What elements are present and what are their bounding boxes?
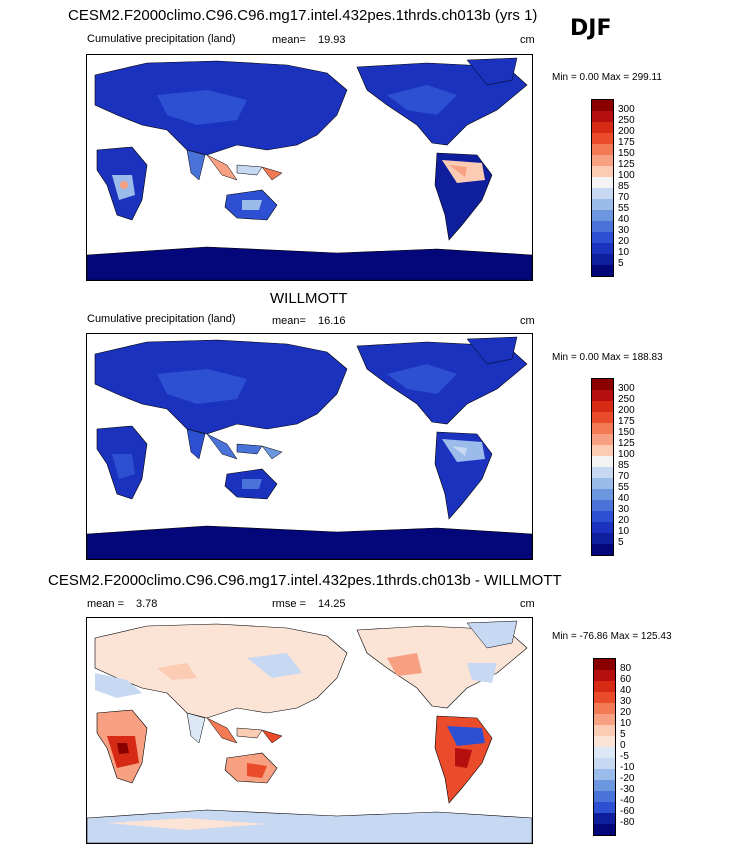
colorbar-tick: 300 <box>618 383 635 394</box>
panel2-map-canvas <box>87 336 532 559</box>
colorbar-tick: 30 <box>618 225 630 236</box>
panel1-mean-value: 19.93 <box>318 34 346 46</box>
colorbar-tick: 20 <box>618 515 630 526</box>
colorbar-tick: 250 <box>618 115 635 126</box>
colorbar-tick: -40 <box>620 795 635 806</box>
colorbar-tick: 150 <box>618 427 635 438</box>
colorbar-tick: 125 <box>618 438 635 449</box>
colorbar-tick: 40 <box>618 493 630 504</box>
panel3-minmax: Min = -76.86 Max = 125.43 <box>552 631 672 642</box>
panel1-minmax: Min = 0.00 Max = 299.11 <box>552 72 662 83</box>
colorbar-tick: 0 <box>620 740 626 751</box>
colorbar-tick: 30 <box>618 504 630 515</box>
panel3-rmse-value: 14.25 <box>318 598 346 610</box>
colorbar-tick: 150 <box>618 148 635 159</box>
panel1-colorbar <box>591 99 614 277</box>
colorbar-tick: 80 <box>620 663 632 674</box>
colorbar-tick: 85 <box>618 460 630 471</box>
panel2-mean-label: mean= <box>272 315 306 327</box>
panel3-map <box>86 617 533 844</box>
colorbar-tick: 60 <box>620 674 632 685</box>
colorbar-tick: 100 <box>618 449 635 460</box>
colorbar-tick: 10 <box>618 247 630 258</box>
colorbar-tick: -30 <box>620 784 635 795</box>
colorbar-tick: 200 <box>618 405 635 416</box>
colorbar-tick: 20 <box>620 707 632 718</box>
panel3-units: cm <box>520 598 535 610</box>
colorbar-tick: 20 <box>618 236 630 247</box>
panel2-map <box>86 333 533 560</box>
colorbar-tick: 85 <box>618 181 630 192</box>
colorbar-tick: 70 <box>618 471 630 482</box>
panel1-map-canvas <box>87 57 532 280</box>
colorbar-tick: 175 <box>618 416 635 427</box>
panel3-rmse-label: rmse = <box>272 598 306 610</box>
panel3-map-canvas <box>87 620 532 843</box>
colorbar-tick: 175 <box>618 137 635 148</box>
colorbar-tick: 5 <box>618 258 624 269</box>
colorbar-tick: 100 <box>618 170 635 181</box>
panel2-title: WILLMOTT <box>270 290 348 307</box>
colorbar-tick: -80 <box>620 817 635 828</box>
colorbar-tick: 300 <box>618 104 635 115</box>
colorbar-tick: 55 <box>618 203 630 214</box>
panel3-mean-value: 3.78 <box>136 598 158 610</box>
colorbar-tick: 5 <box>620 729 626 740</box>
colorbar-tick: -5 <box>620 751 629 762</box>
colorbar-tick: -20 <box>620 773 635 784</box>
colorbar-tick: 5 <box>618 537 624 548</box>
colorbar-tick: -60 <box>620 806 635 817</box>
plot-title: CESM2.F2000climo.C96.C96.mg17.intel.432p… <box>68 7 538 24</box>
panel2-subtitle: Cumulative precipitation (land) <box>87 313 236 325</box>
panel3-colorbar <box>593 658 616 836</box>
panel1-subtitle: Cumulative precipitation (land) <box>87 33 236 45</box>
colorbar-tick: 40 <box>618 214 630 225</box>
colorbar-tick: 70 <box>618 192 630 203</box>
colorbar-tick: 55 <box>618 482 630 493</box>
panel1-map <box>86 54 533 281</box>
panel2-minmax: Min = 0.00 Max = 188.83 <box>552 352 663 363</box>
colorbar-tick: 125 <box>618 159 635 170</box>
season-label: DJF <box>570 16 612 41</box>
panel1-units: cm <box>520 34 535 46</box>
panel1-mean-label: mean= <box>272 34 306 46</box>
panel2-units: cm <box>520 315 535 327</box>
colorbar-tick: 30 <box>620 696 632 707</box>
panel2-mean-value: 16.16 <box>318 315 346 327</box>
colorbar-tick: -10 <box>620 762 635 773</box>
panel3-title: CESM2.F2000climo.C96.C96.mg17.intel.432p… <box>48 572 562 589</box>
colorbar-tick: 10 <box>618 526 630 537</box>
panel3-mean-label: mean = <box>87 598 124 610</box>
colorbar-tick: 10 <box>620 718 632 729</box>
colorbar-tick: 40 <box>620 685 632 696</box>
panel2-colorbar <box>591 378 614 556</box>
colorbar-tick: 200 <box>618 126 635 137</box>
colorbar-tick: 250 <box>618 394 635 405</box>
